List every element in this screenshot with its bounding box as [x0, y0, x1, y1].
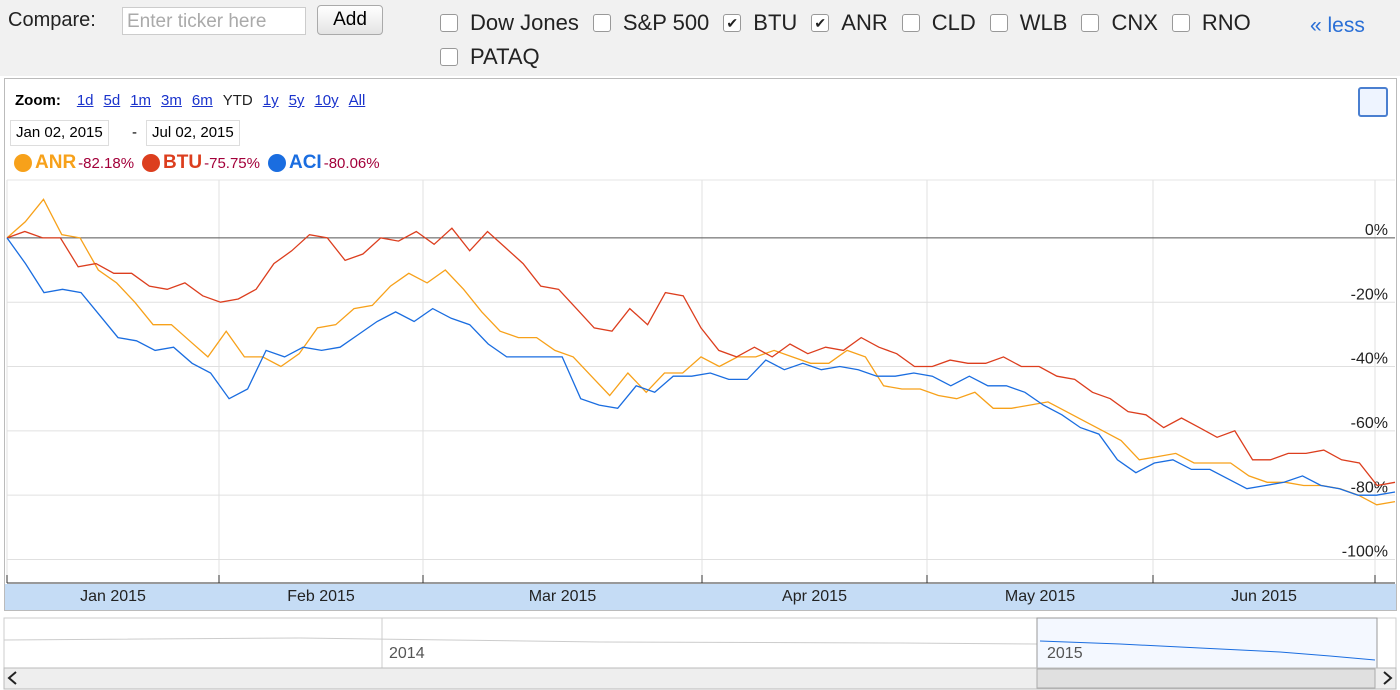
scroll-right	[1383, 671, 1393, 685]
legend-change: -82.18%	[78, 154, 135, 172]
scrollbar-thumb	[1036, 668, 1376, 689]
checkbox[interactable]: ✔	[723, 14, 742, 32]
legend-change: -80.06%	[323, 154, 380, 172]
legend-item: ANR -82.18%	[14, 152, 134, 174]
y-tick-label: -80%	[1351, 479, 1388, 496]
navigator-history	[3, 637, 1038, 645]
x-tick-label: Feb 2015	[287, 588, 355, 605]
zoom-option[interactable]: 10y	[314, 92, 339, 109]
checkbox[interactable]	[1171, 14, 1190, 32]
checkbox-item[interactable]: ✔ BTU	[723, 10, 797, 36]
checkbox-item[interactable]: RNO	[1171, 10, 1251, 36]
expand-button[interactable]	[1358, 87, 1388, 117]
checkbox-label: CNX	[1111, 10, 1158, 35]
compare-label: Compare:	[8, 9, 96, 31]
zoom-option[interactable]: 1y	[262, 92, 279, 109]
legend-dot	[14, 154, 32, 172]
add-button[interactable]: Add	[317, 5, 383, 35]
x-tick-label: Jan 2015	[80, 588, 146, 605]
chart-frame	[4, 78, 1397, 611]
checkbox[interactable]: ✔	[811, 14, 830, 32]
checkbox-label: ANR	[841, 10, 888, 35]
legend-name: BTU	[163, 152, 203, 173]
date-separator: -	[132, 124, 137, 141]
ticker-input[interactable]: Enter ticker here	[122, 7, 306, 35]
y-tick-label: -40%	[1351, 351, 1388, 368]
checkbox[interactable]	[592, 14, 611, 32]
toolbar: Compare: Enter ticker here Add Dow Jones…	[0, 0, 1400, 76]
zoom-option[interactable]: 3m	[161, 92, 182, 109]
less-link[interactable]: « less	[1310, 14, 1365, 37]
zoom-option[interactable]: YTD	[222, 92, 253, 109]
start-date[interactable]: Jan 02, 2015	[10, 120, 109, 146]
checkbox-item[interactable]: CLD	[901, 10, 976, 36]
checkbox-label: Dow Jones	[470, 10, 579, 35]
checkbox-label: WLB	[1019, 10, 1068, 35]
checkbox-label: S&P 500	[622, 10, 710, 35]
zoom-option[interactable]: 6m	[191, 92, 213, 109]
navigator-line	[1039, 640, 1376, 661]
x-tick-label: Mar 2015	[529, 588, 597, 605]
x-tick-label: May 2015	[1005, 588, 1075, 605]
legend-dot	[267, 154, 286, 172]
y-tick-label: -60%	[1351, 415, 1388, 432]
checkbox-label: CLD	[931, 10, 976, 35]
x-tick-label: Jun 2015	[1231, 588, 1297, 605]
checkbox-label: PATAQ	[470, 44, 540, 69]
legend-name: ACI	[288, 152, 322, 173]
checkbox[interactable]	[989, 14, 1008, 32]
checkbox[interactable]	[901, 14, 920, 32]
legend-change: -75.75%	[204, 154, 260, 172]
zoom-label: Zoom:	[15, 92, 61, 109]
checkbox[interactable]	[440, 14, 458, 32]
zoom-option[interactable]: All	[348, 92, 366, 109]
checkbox-item[interactable]: WLB	[989, 10, 1068, 36]
legend-item: BTU -75.75%	[142, 152, 260, 174]
checkbox-item[interactable]: Dow Jones	[440, 10, 579, 36]
checkbox-item[interactable]: CNX	[1081, 10, 1158, 36]
zoom-bar: Zoom: 1d 5d 1m 3m 6m YTD 1y 5y 10y All	[15, 92, 365, 109]
x-tick-label: Apr 2015	[782, 588, 847, 605]
checkbox-label: BTU	[753, 10, 798, 35]
checkbox-item[interactable]: PATAQ	[440, 44, 540, 70]
y-tick-label: -100%	[1342, 544, 1388, 561]
checkbox-list: Dow Jones S&P 500 ✔ BTU ✔ ANR CLD WLB CNX RNO PATA…	[440, 10, 1300, 70]
checkbox-item[interactable]: S&P 500	[592, 10, 710, 36]
checkbox-label: RNO	[1201, 10, 1251, 35]
navigator-label: 2014	[389, 645, 425, 662]
series-line	[6, 237, 1396, 496]
y-tick-label: -20%	[1351, 286, 1388, 303]
zoom-option[interactable]: 5d	[103, 92, 121, 109]
end-date[interactable]: Jul 02, 2015	[146, 120, 240, 146]
scroll-left	[7, 671, 17, 685]
zoom-option[interactable]: 5y	[288, 92, 305, 109]
checkbox-item[interactable]: ✔ ANR	[811, 10, 888, 36]
navigator-label: 2015	[1047, 645, 1083, 662]
y-tick-label: 0%	[1365, 222, 1388, 239]
legend-name: ANR	[35, 152, 77, 173]
checkbox[interactable]	[1081, 14, 1100, 32]
legend-item: ACI -80.06%	[267, 152, 380, 174]
legend-dot	[142, 154, 161, 172]
legend: ANR -82.18% BTU -75.75% ACI -80.06%	[14, 152, 380, 174]
x-axis-band	[5, 584, 1396, 610]
series-line	[6, 198, 1396, 506]
zoom-option[interactable]: 1d	[76, 92, 94, 109]
checkbox[interactable]	[440, 48, 458, 66]
zoom-option[interactable]: 1m	[130, 92, 152, 109]
series-line	[6, 227, 1396, 487]
